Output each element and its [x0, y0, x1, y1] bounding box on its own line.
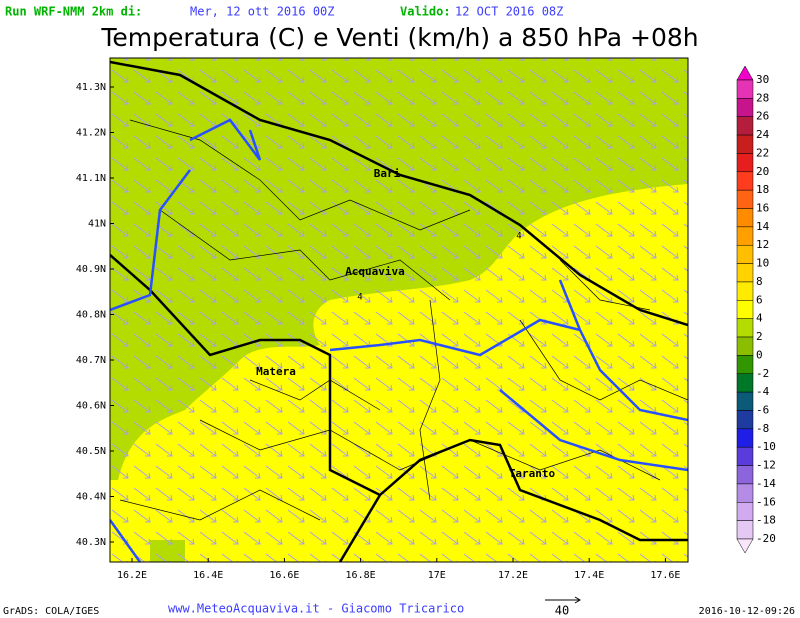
- colorbar-label: 10: [756, 257, 769, 270]
- map-frame: [109, 57, 689, 563]
- lat-label: 40.4N: [76, 492, 106, 503]
- city-label: Acquaviva: [345, 265, 405, 278]
- rivers: [110, 118, 688, 562]
- colorbar-box: [736, 355, 754, 375]
- colorbar-box: [736, 208, 754, 228]
- lon-label: 17.4E: [574, 570, 604, 581]
- grads-credit: GrADS: COLA/IGES: [3, 606, 99, 617]
- map-area: [110, 58, 688, 562]
- colorbar-box: [736, 502, 754, 521]
- colorbar-label: 2: [756, 330, 763, 343]
- colorbar-label: 16: [756, 202, 769, 215]
- lat-label: 40.3N: [76, 537, 106, 548]
- lon-label: 17.6E: [650, 570, 680, 581]
- colorbar-label: 4: [756, 312, 763, 325]
- colorbar-box: [736, 300, 754, 319]
- lat-label: 41N: [88, 219, 106, 230]
- colorbar-label: -6: [756, 403, 769, 416]
- lon-label: 17E: [428, 570, 446, 581]
- colorbar-box: [736, 318, 754, 338]
- colorbar-label: -8: [756, 422, 769, 435]
- lat-label: 40.9N: [76, 264, 106, 275]
- colorbar-label: 24: [756, 128, 770, 141]
- wind-vectors: [110, 58, 688, 562]
- run-label: Run WRF-NMM 2km di:: [5, 5, 142, 19]
- colorbar-box: [736, 281, 754, 301]
- colorbar-box: [736, 428, 754, 448]
- lon-label: 16.6E: [269, 570, 299, 581]
- coast-and-regional-borders: [110, 60, 688, 562]
- title: Temperatura (C) e Venti (km/h) a 850 hPa…: [100, 23, 698, 52]
- colorbar-label: -4: [756, 385, 770, 398]
- colorbar-label: 8: [756, 275, 763, 288]
- colorbar-box: [736, 226, 754, 246]
- colorbar-label: -18: [756, 514, 776, 527]
- colorbar-label: -2: [756, 367, 769, 380]
- colorbar-box: [736, 79, 754, 99]
- lat-label: 40.8N: [76, 310, 106, 321]
- lon-label: 16.4E: [193, 570, 223, 581]
- lat-label: 40.5N: [76, 446, 106, 457]
- site-credit: www.MeteoAcquaviva.it - Giacomo Tricaric…: [168, 602, 464, 616]
- lat-label: 41.3N: [76, 82, 106, 93]
- colorbar-box: [736, 134, 754, 154]
- run-date: Mer, 12 ott 2016 00Z: [190, 5, 335, 19]
- lat-label: 40.6N: [76, 401, 106, 412]
- colorbar-label: 12: [756, 238, 769, 251]
- colorbar-box: [736, 171, 754, 191]
- colorbar-box: [736, 98, 754, 117]
- colorbar-box: [736, 189, 754, 209]
- colorbar-label: -16: [756, 495, 776, 508]
- valid-date: 12 OCT 2016 08Z: [455, 5, 563, 19]
- colorbar-box: [736, 483, 754, 503]
- colorbar-cap: [736, 65, 754, 81]
- colorbar-label: 26: [756, 110, 769, 123]
- colorbar-box: [736, 116, 754, 136]
- city-label: Matera: [256, 365, 296, 378]
- wind-ref-label: 40: [555, 604, 569, 618]
- city-label: Bari: [374, 167, 401, 180]
- valid-label: Valido:: [400, 5, 451, 19]
- colorbar-label: 0: [756, 348, 763, 361]
- colorbar-label: -12: [756, 459, 776, 472]
- city-label: Taranto: [509, 467, 556, 480]
- colorbar-cap: [736, 538, 754, 554]
- colorbar-box: [736, 244, 754, 264]
- timestamp: 2016-10-12-09:26: [699, 606, 795, 617]
- lat-label: 40.7N: [76, 355, 106, 366]
- colorbar-label: 30: [756, 73, 769, 86]
- contour-label: 4: [357, 293, 362, 303]
- colorbar-label: -10: [756, 440, 776, 453]
- colorbar-box: [736, 465, 754, 485]
- colorbar-box: [736, 520, 754, 540]
- colorbar-label: 28: [756, 91, 769, 104]
- lon-label: 16.2E: [117, 570, 147, 581]
- colorbar-box: [736, 336, 754, 356]
- lat-label: 41.1N: [76, 173, 106, 184]
- colorbar-label: -14: [756, 477, 776, 490]
- colorbar-box: [736, 373, 754, 393]
- colorbar-label: 14: [756, 220, 770, 233]
- colorbar-label: 6: [756, 293, 763, 306]
- colorbar-label: 22: [756, 146, 769, 159]
- colorbar-box: [736, 153, 754, 173]
- colorbar-box: [736, 263, 754, 283]
- wind-ref-arrow: [574, 596, 581, 604]
- colorbar-label: -20: [756, 532, 776, 545]
- colorbar-box: [736, 410, 754, 430]
- lon-label: 17.2E: [498, 570, 528, 581]
- lat-label: 41.2N: [76, 128, 106, 139]
- lon-label: 16.8E: [346, 570, 376, 581]
- colorbar-label: 18: [756, 183, 769, 196]
- colorbar-box: [736, 391, 754, 411]
- colorbar-box: [736, 446, 754, 466]
- colorbar-label: 20: [756, 165, 769, 178]
- contour-label: 4: [516, 232, 521, 242]
